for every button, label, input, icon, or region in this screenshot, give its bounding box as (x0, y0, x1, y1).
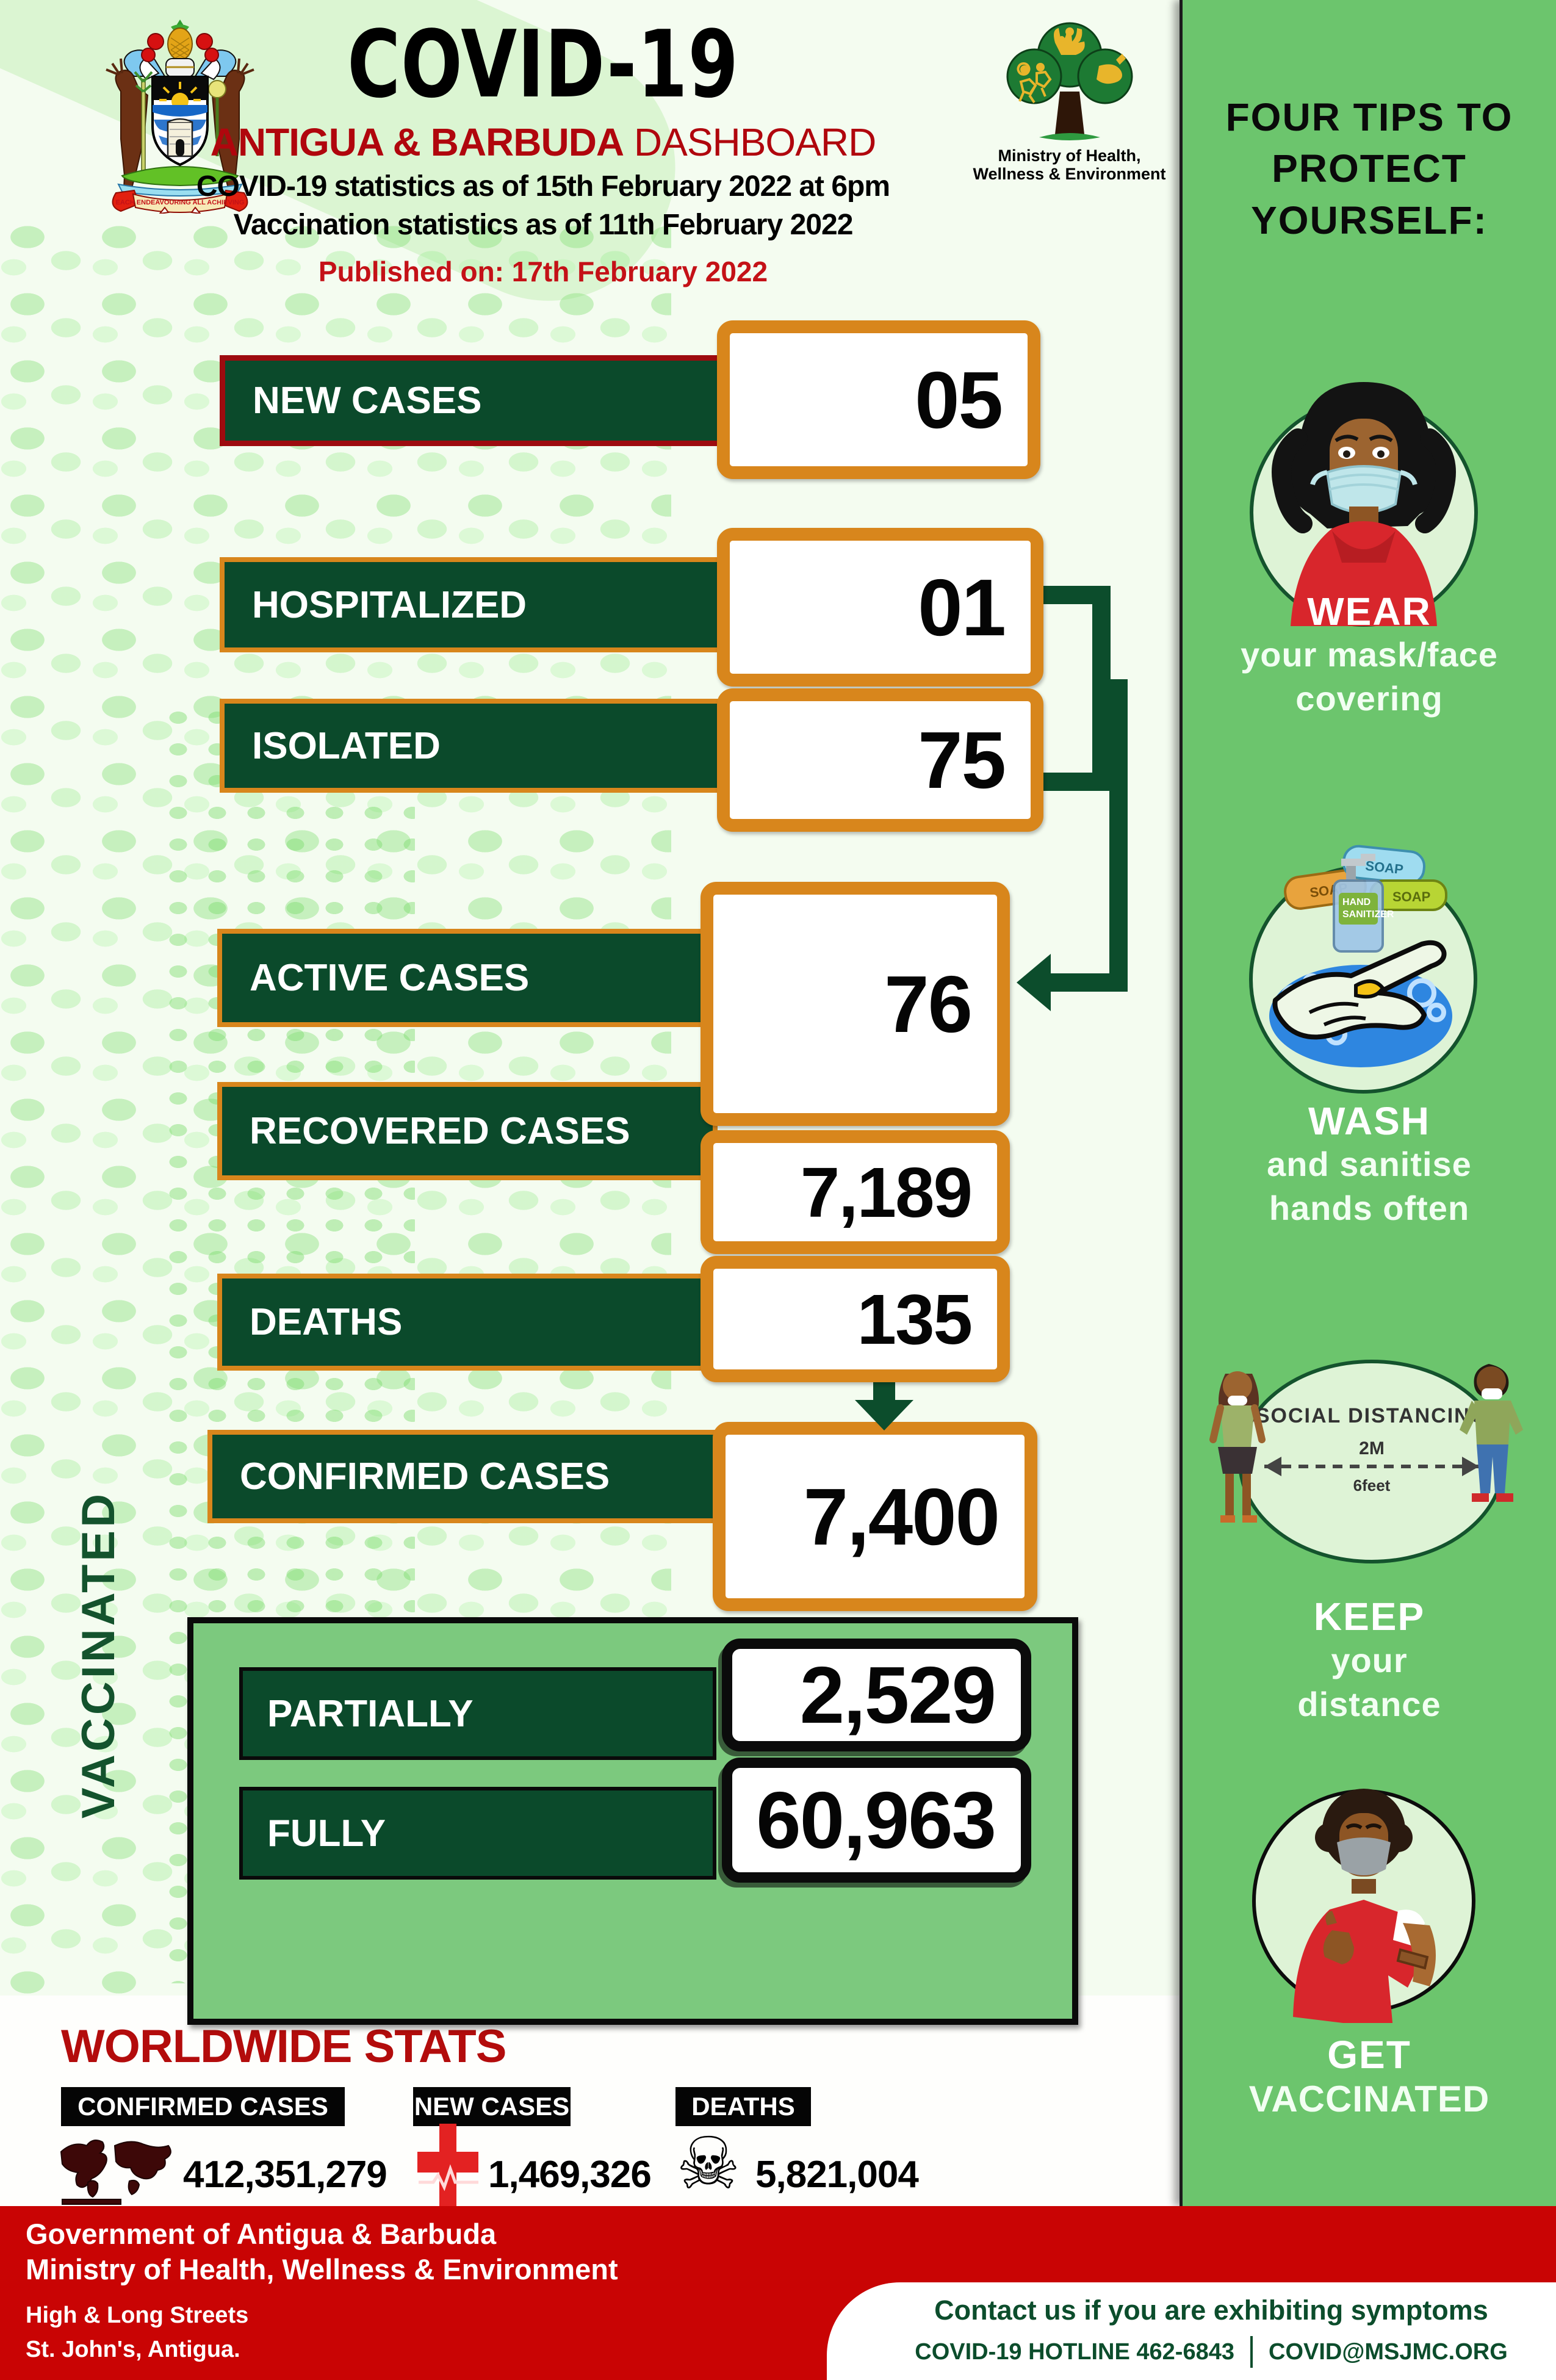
footer-address-line2: St. John's, Antigua. (26, 2337, 240, 2362)
active-cases-arrow-icon (1017, 954, 1051, 1011)
footer-government: Government of Antigua & Barbuda (26, 2218, 497, 2250)
confirmed-cases-value-box: 7,400 (713, 1422, 1037, 1611)
svg-text:SANITIZER: SANITIZER (1342, 909, 1394, 920)
fully-label: FULLY (239, 1787, 716, 1880)
footer-ministry: Ministry of Health, Wellness & Environme… (26, 2253, 618, 2285)
main-panel: EACH ENDEAVOURING ALL ACHIEVING COVID-19… (0, 0, 1180, 2206)
recovered-cases-value-box: 7,189 (701, 1130, 1010, 1254)
recovered-cases-label: RECOVERED CASES (217, 1082, 718, 1180)
logo-hands-figures (1017, 27, 1126, 104)
connector-hospitalized-stub (1037, 586, 1098, 604)
ww-new-value: 1,469,326 (488, 2154, 652, 2196)
distancing-woman (1209, 1371, 1266, 1523)
ww-deaths-chip: DEATHS (675, 2087, 811, 2126)
new-cases-label: NEW CASES (220, 355, 734, 446)
medical-cross-icon (417, 2124, 478, 2206)
header: COVID-19 ANTIGUA & BARBUDA DASHBOARD COV… (183, 18, 903, 288)
new-cases-value: 05 (915, 355, 1003, 445)
tip-wash-head: WASH (1308, 1099, 1430, 1143)
tip-wear-head: WEAR (1307, 590, 1432, 633)
confirmed-cases-value: 7,400 (803, 1471, 1000, 1562)
tips-title: FOUR TIPS TO PROTECT YOURSELF: (1225, 95, 1513, 242)
social-distancing-illustration: SOCIAL DISTANCING 2M 6feet (1209, 1360, 1523, 1563)
isolated-value-box: 75 (717, 688, 1043, 832)
vaccinated-heading: VACCINATED (73, 1491, 124, 1819)
ministry-caption-line2: Wellness & Environment (973, 165, 1166, 184)
ministry-logo-block: Ministry of Health, Wellness & Environme… (964, 18, 1175, 183)
contact-row: COVID-19 HOTLINE 462-6843 COVID@MSJMC.OR… (882, 2336, 1541, 2368)
hospitalized-value-box: 01 (717, 528, 1043, 687)
ww-new-chip: NEW CASES (413, 2087, 571, 2126)
contact-heading: Contact us if you are exhibiting symptom… (934, 2295, 1488, 2326)
page-subtitle: ANTIGUA & BARBUDA DASHBOARD (183, 120, 903, 165)
deaths-label: DEATHS (217, 1274, 718, 1371)
subtitle-dashboard: DASHBOARD (624, 120, 876, 164)
active-cases-label: ACTIVE CASES (217, 929, 718, 1027)
connector-vertical-outer (1109, 679, 1128, 992)
hotline: COVID-19 HOTLINE 462-6843 (915, 2339, 1234, 2365)
distancing-man (1460, 1364, 1523, 1502)
published-line: Published on: 17th February 2022 (318, 256, 768, 287)
antigua-barbuda-coat-of-arms: EACH ENDEAVOURING ALL ACHIEVING (106, 20, 254, 214)
ww-confirmed-chip: CONFIRMED CASES (61, 2087, 345, 2126)
page-title: COVID-19 (347, 10, 739, 118)
partially-value: 2,529 (799, 1650, 996, 1740)
active-cases-value-box: 76 (701, 882, 1010, 1126)
worldwide-title: WORLDWIDE STATS (61, 2021, 506, 2072)
ministry-caption-line1: Ministry of Health, (998, 146, 1141, 165)
contact-panel: Contact us if you are exhibiting symptom… (827, 2282, 1556, 2380)
new-cases-value-box: 05 (717, 320, 1040, 479)
ww-deaths-value: 5,821,004 (755, 2154, 919, 2196)
fully-value: 60,963 (756, 1775, 996, 1865)
svg-text:SOAP: SOAP (1392, 889, 1430, 904)
ww-confirmed-value: 412,351,279 (183, 2154, 387, 2196)
svg-text:2M: 2M (1359, 1438, 1385, 1459)
wear-mask-illustration (1250, 382, 1478, 627)
masked-woman (1272, 382, 1456, 626)
get-vaccinated-illustration (1252, 1789, 1475, 2023)
active-cases-value: 76 (884, 959, 973, 1049)
footer: Government of Antigua & Barbuda Ministry… (0, 2206, 1556, 2380)
connector-isolated-stub (1037, 773, 1098, 791)
confirmed-cases-label: CONFIRMED CASES (207, 1430, 729, 1523)
tip-get-head: GET (1327, 2033, 1411, 2077)
ministry-tree-logo-icon (1006, 22, 1133, 140)
world-map-icon (60, 2140, 171, 2205)
hospitalized-value: 01 (918, 562, 1006, 652)
hospitalized-label: HOSPITALIZED (220, 557, 733, 652)
fully-value-box: 60,963 (722, 1758, 1031, 1883)
vaccinated-person (1293, 1789, 1436, 2023)
footer-address-line1: High & Long Streets (26, 2302, 249, 2328)
recovered-cases-value: 7,189 (800, 1152, 973, 1232)
connector-arrow-shaft (1051, 973, 1128, 992)
vaccination-as-of-line: Vaccination statistics as of 11th Februa… (233, 209, 854, 241)
skull-crossbones-icon: ☠ (676, 2121, 741, 2205)
svg-text:SOCIAL DISTANCING: SOCIAL DISTANCING (1256, 1404, 1488, 1427)
coat-motto: EACH ENDEAVOURING ALL ACHIEVING (116, 199, 245, 206)
svg-text:HAND: HAND (1342, 897, 1371, 907)
contact-divider (1250, 2336, 1253, 2368)
isolated-label: ISOLATED (220, 699, 733, 793)
wash-hands-illustration: SOAP SOAP SOAP HAND SANITIZER (1249, 845, 1477, 1094)
deaths-value: 135 (857, 1279, 973, 1359)
partially-label: PARTIALLY (239, 1667, 716, 1760)
tips-sidebar: FOUR TIPS TO PROTECT YOURSELF: WEA (1180, 0, 1556, 2206)
hand-sanitizer-bottle: HAND SANITIZER (1333, 854, 1394, 953)
confirmed-arrow-icon (855, 1400, 913, 1430)
tip-keep-head: KEEP (1313, 1595, 1425, 1639)
email: COVID@MSJMC.ORG (1269, 2339, 1508, 2365)
stats-as-of-line: COVID-19 statistics as of 15th February … (196, 170, 890, 203)
partially-value-box: 2,529 (722, 1639, 1031, 1751)
subtitle-country: ANTIGUA & BARBUDA (210, 120, 624, 164)
isolated-value: 75 (918, 715, 1006, 805)
deaths-value-box: 135 (701, 1256, 1010, 1382)
svg-text:6feet: 6feet (1353, 1476, 1391, 1495)
